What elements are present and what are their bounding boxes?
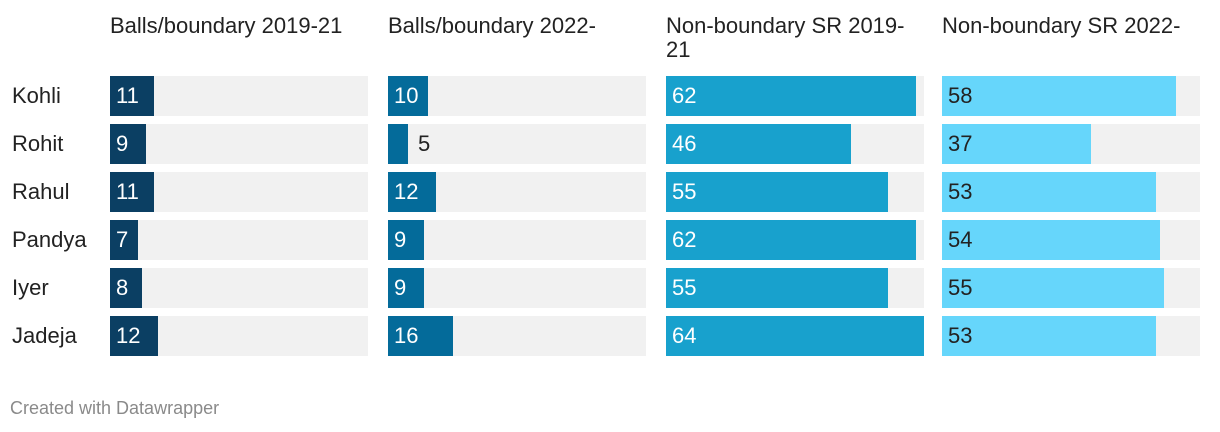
footer-credit: Created with Datawrapper (10, 398, 220, 418)
bar-value-label: 64 (672, 323, 697, 348)
bar-track (388, 124, 646, 164)
bar (110, 76, 154, 116)
bar (388, 76, 428, 116)
row-label: Kohli (12, 83, 61, 108)
bar-value-label: 12 (394, 179, 419, 204)
row-label: Iyer (12, 275, 49, 300)
bar (110, 124, 146, 164)
bar-value-label: 12 (116, 323, 141, 348)
bar (666, 124, 851, 164)
bar-value-label: 16 (394, 323, 419, 348)
bar (388, 316, 453, 356)
bar (388, 172, 436, 212)
bar (942, 124, 1091, 164)
bar-value-label: 54 (948, 227, 973, 252)
bar-track (110, 220, 368, 260)
bar (942, 172, 1156, 212)
bar-value-label: 9 (394, 275, 407, 300)
bar-value-label: 62 (672, 83, 697, 108)
bar-value-label: 5 (418, 131, 431, 156)
bar (110, 316, 158, 356)
row-label: Pandya (12, 227, 87, 252)
bar (942, 316, 1156, 356)
bar-value-label: 62 (672, 227, 697, 252)
bar-track (388, 268, 646, 308)
bar-track (110, 124, 368, 164)
row-label: Jadeja (12, 323, 77, 348)
bar (388, 220, 424, 260)
bar (110, 268, 142, 308)
bar-track (388, 220, 646, 260)
bar-value-label: 55 (948, 275, 973, 300)
row-label: Rohit (12, 131, 64, 156)
bar-value-label: 46 (672, 131, 697, 156)
bar-value-label: 10 (394, 83, 419, 108)
bar (942, 220, 1160, 260)
bar (666, 220, 916, 260)
bar (666, 172, 888, 212)
column-header: Non-boundary SR 2019-21 (666, 13, 905, 62)
bar (388, 124, 408, 164)
bar (666, 316, 924, 356)
bar-value-label: 8 (116, 275, 129, 300)
bar (110, 220, 138, 260)
bar-value-label: 11 (116, 83, 139, 108)
bar (666, 268, 888, 308)
column-header: Balls/boundary 2022- (388, 13, 596, 38)
bar-value-label: 11 (116, 179, 139, 204)
bar-value-label: 9 (116, 131, 129, 156)
bar-value-label: 53 (948, 179, 973, 204)
bar (388, 268, 424, 308)
bar-value-label: 55 (672, 275, 697, 300)
bar (110, 172, 154, 212)
bar-value-label: 37 (948, 131, 973, 156)
bar-value-label: 55 (672, 179, 697, 204)
bar-value-label: 58 (948, 83, 973, 108)
bar (942, 268, 1164, 308)
bar-value-label: 9 (394, 227, 407, 252)
row-label: Rahul (12, 179, 70, 204)
bar (942, 76, 1176, 116)
column-header: Non-boundary SR 2022- (942, 13, 1181, 38)
column-header: Balls/boundary 2019-21 (110, 13, 343, 38)
bar-value-label: 7 (116, 227, 129, 252)
bar-track (388, 76, 646, 116)
bar (666, 76, 916, 116)
bar-track (110, 268, 368, 308)
bar-value-label: 53 (948, 323, 973, 348)
